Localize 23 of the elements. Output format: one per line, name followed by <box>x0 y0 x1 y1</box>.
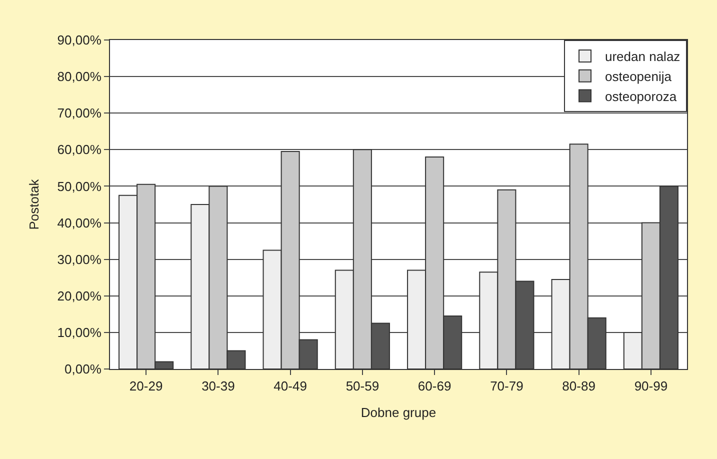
y-tick-label: 60,00% <box>57 142 102 158</box>
y-tick-label: 0,00% <box>64 362 102 377</box>
y-axis-title: Postotak <box>26 178 42 230</box>
y-tick-label: 20,00% <box>57 288 102 304</box>
y-tick-label: 70,00% <box>57 106 102 121</box>
x-axis-title: Dobne grupe <box>360 405 436 420</box>
x-tick-label: 30-39 <box>202 378 235 394</box>
y-tick-label: 50,00% <box>57 178 102 194</box>
y-tick-label: 90,00% <box>57 32 102 48</box>
x-tick-label: 70-79 <box>490 378 524 394</box>
y-tick-label: 80,00% <box>57 69 102 84</box>
x-tick-label: 20-29 <box>129 378 163 394</box>
legend-label: osteopenija <box>605 68 672 84</box>
x-tick-label: 40-49 <box>274 378 307 394</box>
x-tick-label: 50-59 <box>346 378 380 394</box>
legend-label: osteoporoza <box>605 88 678 104</box>
x-tick-label: 80-89 <box>562 378 596 394</box>
legend-label: uredan nalaz <box>605 49 680 64</box>
y-tick-label: 40,00% <box>57 215 102 230</box>
y-tick-label: 30,00% <box>57 252 102 267</box>
x-tick-label: 90-99 <box>634 378 668 394</box>
y-tick-label: 10,00% <box>57 324 102 340</box>
x-tick-label: 60-69 <box>418 378 452 394</box>
